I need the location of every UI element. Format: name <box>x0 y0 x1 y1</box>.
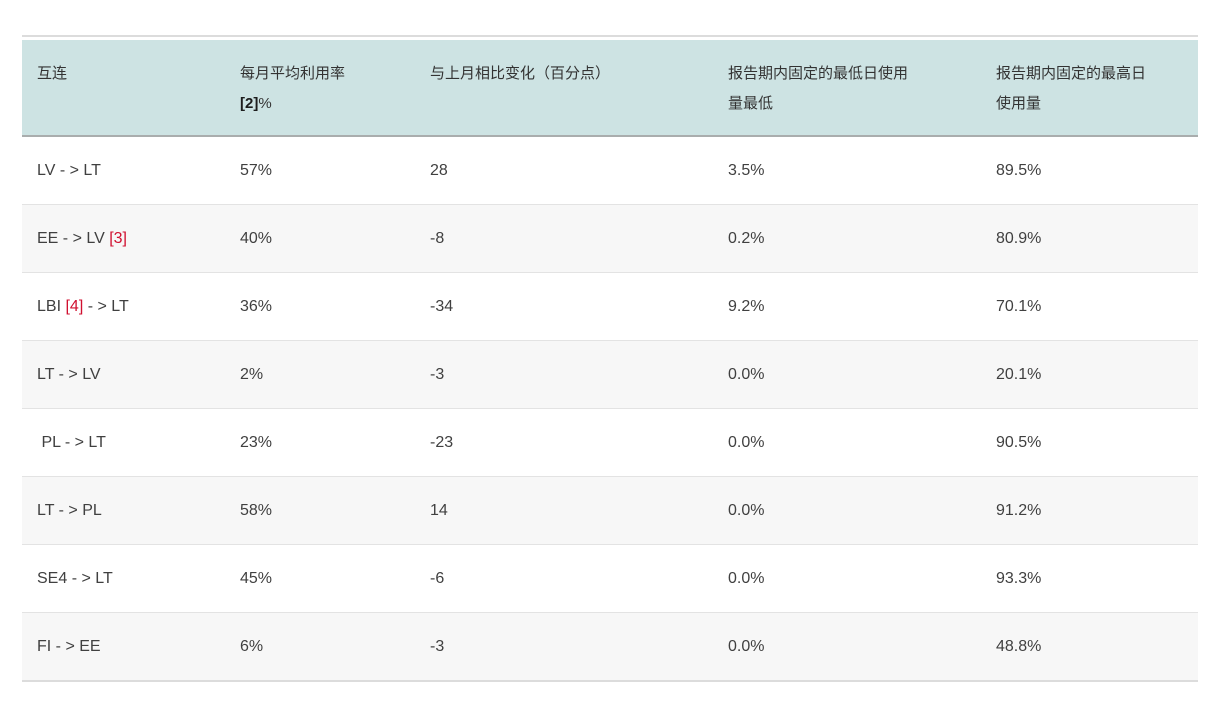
cell-interconnection: PL - > LT <box>22 408 225 477</box>
cell-min-daily-usage: 9.2% <box>713 272 981 341</box>
col-header-change: 与上月相比变化（百分点） <box>415 40 713 137</box>
col-header-label: 使用量 <box>996 95 1042 112</box>
cell-min-daily-usage: 0.0% <box>713 612 981 681</box>
cell-max-daily-usage: 80.9% <box>981 204 1198 273</box>
col-header-label: 与上月相比变化（百分点） <box>430 65 611 82</box>
cell-avg-utilization: 2% <box>225 340 415 409</box>
col-header-min-daily-usage: 报告期内固定的最低日使用 量最低 <box>713 40 981 137</box>
col-header-avg-utilization: 每月平均利用率 [2]% <box>225 40 415 137</box>
cell-interconnection: LBI [4] - > LT <box>22 272 225 341</box>
table-row: LT - > LV 2% -3 0.0% 20.1% <box>22 340 1198 409</box>
table-row: PL - > LT 23% -23 0.0% 90.5% <box>22 408 1198 477</box>
cell-avg-utilization: 6% <box>225 612 415 681</box>
cell-change: -23 <box>415 408 713 477</box>
cell-change: -3 <box>415 612 713 681</box>
col-header-label: 报告期内固定的最高日 <box>996 65 1147 82</box>
interconnection-utilization-table: 互连 每月平均利用率 [2]% 与上月相比变化（百分点） 报告期内固定的最低日使用… <box>22 35 1198 682</box>
cell-change: -8 <box>415 204 713 273</box>
cell-min-daily-usage: 3.5% <box>713 135 981 205</box>
table-row: FI - > EE 6% -3 0.0% 48.8% <box>22 612 1198 681</box>
cell-max-daily-usage: 89.5% <box>981 135 1198 205</box>
cell-change: -3 <box>415 340 713 409</box>
cell-min-daily-usage: 0.0% <box>713 544 981 613</box>
cell-change: 28 <box>415 135 713 205</box>
col-header-interconnection: 互连 <box>22 40 225 137</box>
table-row: SE4 - > LT 45% -6 0.0% 93.3% <box>22 544 1198 613</box>
cell-interconnection: LT - > PL <box>22 476 225 545</box>
col-header-label: 每月平均利用率 <box>240 65 346 82</box>
cell-interconnection: FI - > EE <box>22 612 225 681</box>
table-header-row: 互连 每月平均利用率 [2]% 与上月相比变化（百分点） 报告期内固定的最低日使用… <box>22 40 1198 137</box>
cell-max-daily-usage: 91.2% <box>981 476 1198 545</box>
cell-change: 14 <box>415 476 713 545</box>
table-row: LBI [4] - > LT 36% -34 9.2% 70.1% <box>22 272 1198 341</box>
footnote-ref: [3] <box>109 229 127 247</box>
cell-max-daily-usage: 93.3% <box>981 544 1198 613</box>
cell-avg-utilization: 58% <box>225 476 415 545</box>
footnote-ref: [4] <box>65 297 84 315</box>
cell-avg-utilization: 40% <box>225 204 415 273</box>
table-row: EE - > LV [3] 40% -8 0.2% 80.9% <box>22 204 1198 273</box>
cell-avg-utilization: 45% <box>225 544 415 613</box>
col-header-label: 互连 <box>37 65 68 82</box>
footnote-ref: [2] <box>240 95 259 112</box>
utilization-table: 互连 每月平均利用率 [2]% 与上月相比变化（百分点） 报告期内固定的最低日使用… <box>22 40 1198 682</box>
cell-min-daily-usage: 0.0% <box>713 408 981 477</box>
cell-min-daily-usage: 0.0% <box>713 340 981 409</box>
col-header-max-daily-usage: 报告期内固定的最高日 使用量 <box>981 40 1198 137</box>
cell-change: -34 <box>415 272 713 341</box>
cell-change: -6 <box>415 544 713 613</box>
cell-avg-utilization: 36% <box>225 272 415 341</box>
table-row: LV - > LT 57% 28 3.5% 89.5% <box>22 135 1198 205</box>
col-header-unit: % <box>258 95 272 112</box>
cell-min-daily-usage: 0.2% <box>713 204 981 273</box>
cell-avg-utilization: 23% <box>225 408 415 477</box>
cell-avg-utilization: 57% <box>225 135 415 205</box>
cell-interconnection: EE - > LV [3] <box>22 204 225 273</box>
cell-min-daily-usage: 0.0% <box>713 476 981 545</box>
cell-interconnection: LV - > LT <box>22 135 225 205</box>
cell-max-daily-usage: 20.1% <box>981 340 1198 409</box>
cell-interconnection: SE4 - > LT <box>22 544 225 613</box>
col-header-label: 报告期内固定的最低日使用 <box>728 65 909 82</box>
cell-interconnection: LT - > LV <box>22 340 225 409</box>
col-header-label: 量最低 <box>728 95 774 112</box>
cell-max-daily-usage: 48.8% <box>981 612 1198 681</box>
table-row: LT - > PL 58% 14 0.0% 91.2% <box>22 476 1198 545</box>
cell-max-daily-usage: 70.1% <box>981 272 1198 341</box>
cell-max-daily-usage: 90.5% <box>981 408 1198 477</box>
